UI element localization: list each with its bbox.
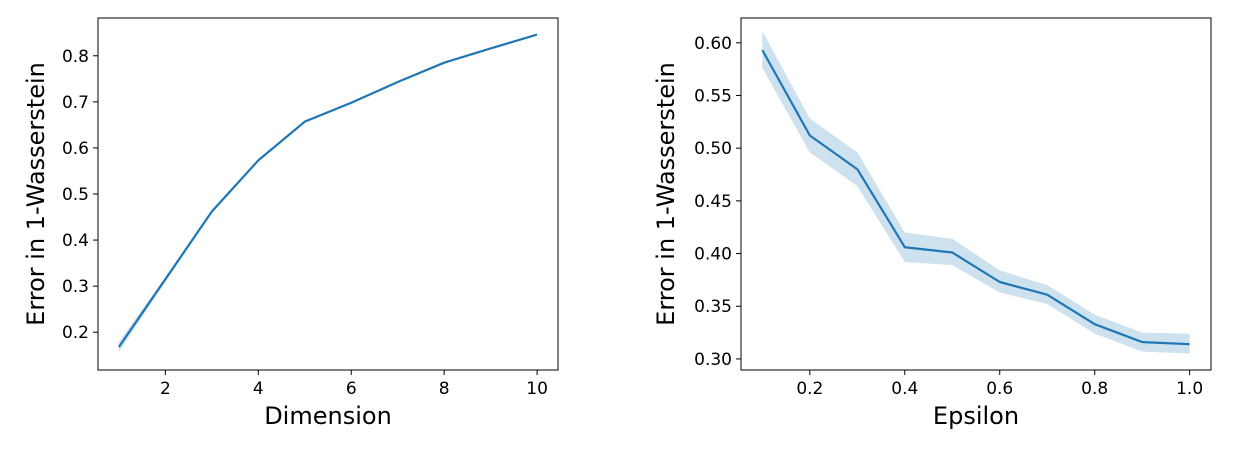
y-tick-label: 0.60 [694, 34, 732, 54]
data-point [1141, 341, 1143, 343]
data-point [397, 81, 399, 83]
data-point [536, 33, 538, 35]
data-point [118, 346, 120, 348]
plot-frame [740, 17, 1212, 371]
data-point [809, 134, 811, 136]
y-tick-label: 0.2 [62, 323, 89, 343]
y-tick-label: 0.30 [694, 350, 732, 370]
series-line [118, 33, 538, 348]
data-point [350, 102, 352, 104]
y-tick-label: 0.3 [62, 277, 89, 297]
data-point [761, 49, 763, 51]
x-tick-label: 1.0 [1176, 379, 1203, 399]
x-tick-label: 10 [526, 379, 548, 399]
plot-frame [97, 17, 559, 371]
data-point [999, 281, 1001, 283]
x-tick-label: 0.8 [1081, 379, 1108, 399]
y-tick-label: 0.8 [62, 47, 89, 67]
y-tick-label: 0.35 [694, 297, 732, 317]
y-tick-label: 0.40 [694, 245, 732, 265]
y-tick-label: 0.5 [62, 185, 89, 205]
x-tick-label: 6 [346, 379, 357, 399]
data-point [1093, 323, 1095, 325]
y-axis-label: Error in 1-Wasserstein [652, 62, 680, 326]
data-point [951, 251, 953, 253]
y-tick-label: 0.55 [694, 86, 732, 106]
epsilon-error-chart: 0.2 0.4 0.6 0.8 1.0 0.30 0.35 0.40 0.45 0.50 0.55… [652, 17, 1212, 430]
data-point [904, 246, 906, 248]
y-tick-label: 0.4 [62, 231, 89, 251]
data-point [257, 159, 259, 161]
x-tick-label: 8 [439, 379, 450, 399]
data-point [856, 168, 858, 170]
x-tick-label: 0.4 [891, 379, 918, 399]
dimension-error-chart: 2 4 6 8 10 0.2 0.3 0.4 0.5 0.6 0.7 0.8 Dimension E… [22, 17, 559, 430]
y-tick-label: 0.50 [694, 139, 732, 159]
data-point [489, 47, 491, 49]
x-tick-label: 2 [160, 379, 171, 399]
x-tick-label: 0.2 [796, 379, 823, 399]
x-tick-label: 0.6 [986, 379, 1013, 399]
x-axis-label: Epsilon [933, 402, 1019, 430]
y-tick-label: 0.7 [62, 93, 89, 113]
data-point [164, 278, 166, 280]
data-point [304, 120, 306, 122]
data-point [443, 61, 445, 63]
data-point [1188, 343, 1190, 345]
confidence-band [118, 33, 538, 353]
y-axis-label: Error in 1-Wasserstein [22, 62, 50, 326]
series-line [761, 49, 1190, 346]
y-tick-label: 0.45 [694, 192, 732, 212]
x-axis-label: Dimension [264, 402, 392, 430]
y-tick-label: 0.6 [62, 139, 89, 159]
data-point [211, 210, 213, 212]
confidence-band [762, 31, 1190, 354]
data-point [1046, 293, 1048, 295]
x-tick-label: 4 [253, 379, 264, 399]
